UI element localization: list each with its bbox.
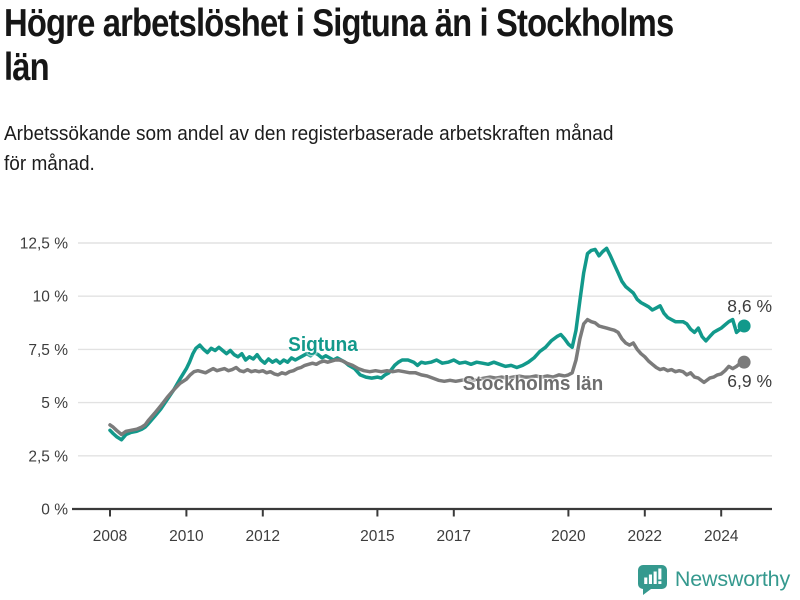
x-axis-tick-label: 2010	[169, 528, 204, 545]
x-axis-tick-label: 2024	[704, 528, 739, 545]
x-axis-tick-label: 2020	[551, 528, 586, 545]
x-axis-tick-label: 2012	[246, 528, 280, 545]
y-axis-tick-label: 7,5 %	[28, 342, 68, 359]
end-value-stockholms-lan: 6,9 %	[727, 371, 772, 391]
y-axis-tick-label: 2,5 %	[28, 448, 68, 465]
series-label-sigtuna: Sigtuna	[288, 334, 358, 356]
page-title: Högre arbetslöshet i Sigtuna än i Stockh…	[4, 2, 674, 90]
x-axis-tick-label: 2022	[628, 528, 662, 545]
y-axis-tick-label: 12,5 %	[20, 236, 68, 253]
line-sigtuna	[108, 246, 746, 442]
exclamation-bar	[658, 568, 662, 580]
end-dot-sigtuna	[737, 319, 751, 333]
bar-2	[648, 574, 652, 584]
newsworthy-logo: Newsworthy	[637, 563, 790, 596]
x-axis-tick-label: 2015	[360, 528, 394, 545]
bar-1	[644, 577, 648, 584]
newsworthy-logo-text: Newsworthy	[674, 567, 790, 591]
exclamation-dot	[658, 581, 662, 584]
y-axis-tick-label: 0 %	[41, 502, 68, 519]
line-stockholms-l-n	[108, 317, 746, 437]
chart-subtitle: Arbetssökande som andel av den registerb…	[4, 119, 613, 179]
y-axis-tick-label: 5 %	[41, 395, 68, 412]
x-axis-tick-label: 2008	[93, 528, 127, 545]
end-dot-stockholms-l-n	[737, 355, 751, 369]
x-axis-tick-label: 2017	[437, 528, 471, 545]
chart-subtitle-line1: Arbetssökande som andel av den registerb…	[4, 123, 614, 145]
speech-bubble-shape	[637, 565, 667, 595]
page-title-line1: Högre arbetslöshet i Sigtuna än i Stockh…	[4, 2, 674, 45]
series-label-stockholms-lan: Stockholms län	[462, 373, 604, 395]
end-value-sigtuna: 8,6 %	[727, 296, 772, 316]
page-title-line2: län	[4, 46, 50, 89]
y-axis-tick-label: 10 %	[33, 289, 69, 306]
bar-3	[653, 571, 657, 584]
bar-chart-speech-bubble-icon	[637, 565, 667, 595]
chart-subtitle-line2: för månad.	[4, 153, 95, 175]
